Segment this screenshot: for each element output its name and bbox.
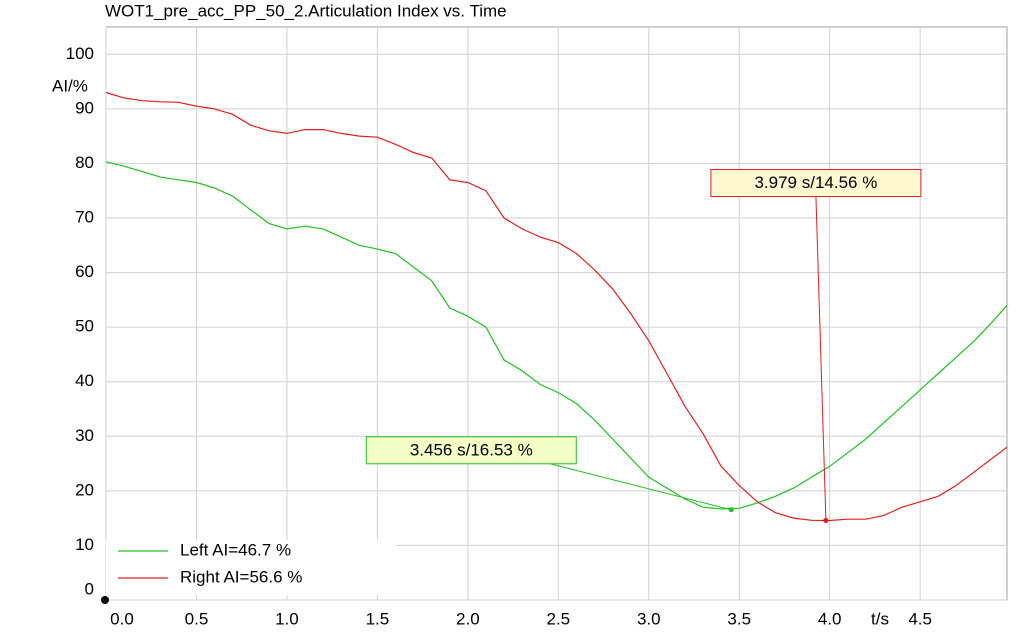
y-tick-label: 10 [75,535,94,554]
x-tick-label: 2.5 [546,609,570,628]
series-line [105,161,1008,510]
x-tick-label: 1.0 [275,609,299,628]
origin-dot [101,596,109,604]
y-tick-label: 30 [75,426,94,445]
legend-box [106,540,396,595]
annotation-point [728,507,734,513]
y-tick-label: 20 [75,480,94,499]
annotation-box [365,436,577,465]
x-tick-label: 1.5 [366,609,390,628]
x-tick-label: 4.5 [908,609,932,628]
leader-line [815,195,827,521]
y-tick-label: 50 [75,317,94,336]
y-tick-label: 0 [85,579,94,598]
x-tick-label: 0.0 [110,609,134,628]
y-axis-label: AI/% [52,76,88,95]
leader-line [546,462,732,511]
y-tick-label: 90 [75,98,94,117]
annotation-box [710,169,922,198]
annotation-label: 3.979 s/14.56 % [754,173,877,192]
chart-title: WOT1_pre_acc_PP_50_2.Articulation Index … [105,1,507,20]
plot-area [105,26,1008,601]
series-line [105,91,1008,522]
x-tick-label: 4.0 [818,609,842,628]
x-tick-label: 2.0 [456,609,480,628]
x-tick-label: 3.0 [637,609,661,628]
x-tick-label: 3.5 [727,609,751,628]
y-tick-label: 70 [75,207,94,226]
y-tick-label: 60 [75,262,94,281]
x-tick-label: 0.5 [185,609,209,628]
legend-label: Right AI=56.6 % [180,567,302,586]
x-axis-label: t/s [871,609,889,628]
y-tick-label: 100 [66,44,94,63]
annotation-label: 3.456 s/16.53 % [410,440,533,459]
annotation-point [823,518,829,524]
y-tick-label: 40 [75,371,94,390]
legend-label: Left AI=46.7 % [180,540,291,559]
y-tick-label: 80 [75,153,94,172]
